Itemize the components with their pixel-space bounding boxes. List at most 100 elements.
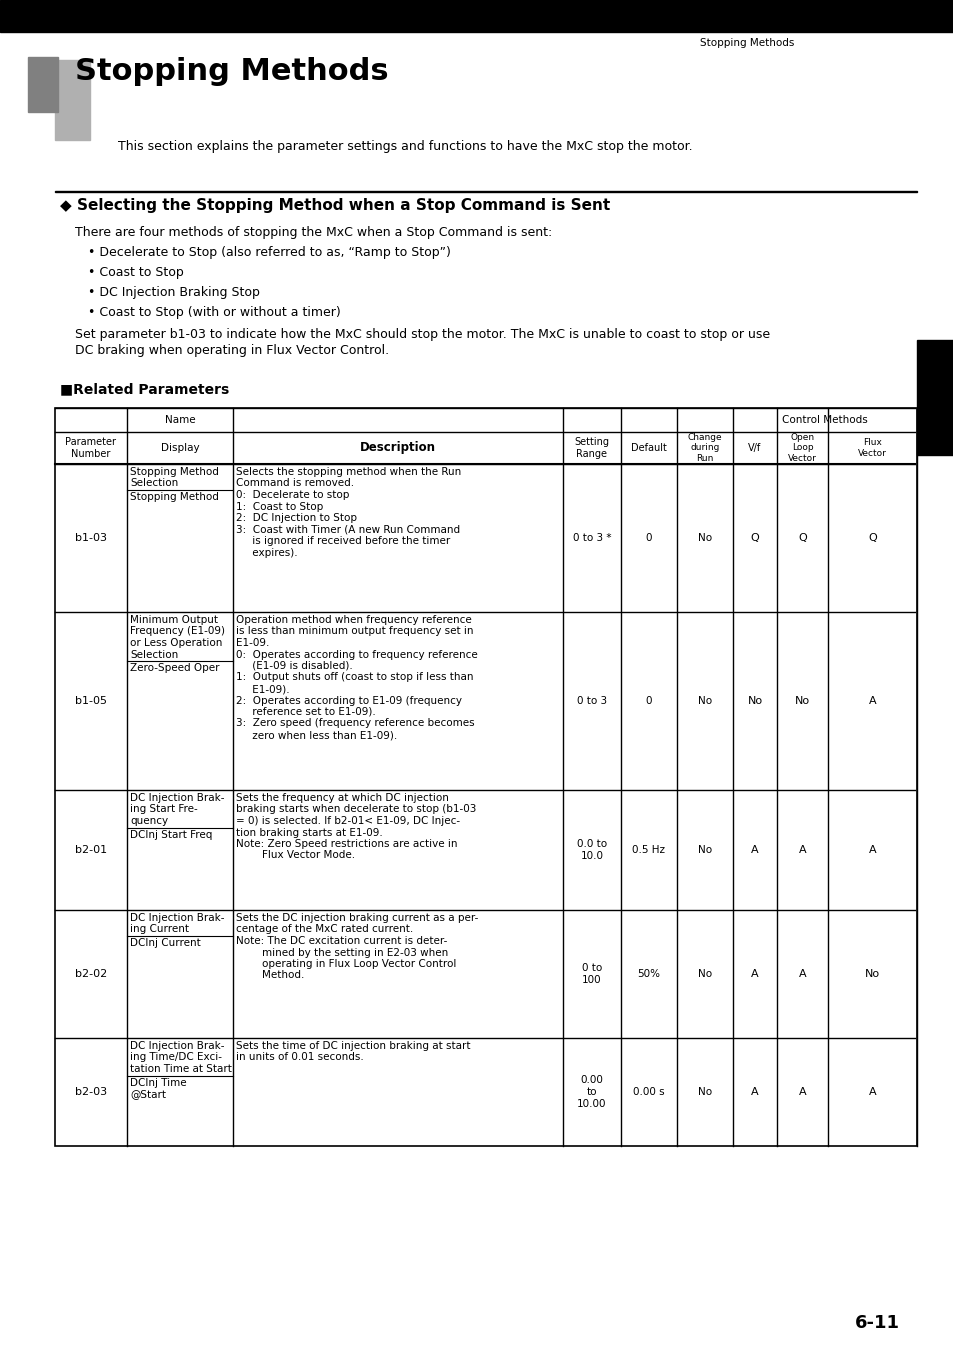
- Text: Description: Description: [359, 441, 436, 455]
- Text: Open
Loop
Vector: Open Loop Vector: [787, 433, 816, 463]
- Text: braking starts when decelerate to stop (b1-03: braking starts when decelerate to stop (…: [235, 805, 476, 814]
- Text: b2-01: b2-01: [75, 845, 107, 855]
- Text: E1-09.: E1-09.: [235, 639, 269, 648]
- Text: 0.00
to
10.00: 0.00 to 10.00: [577, 1076, 606, 1108]
- Text: mined by the setting in E2-03 when: mined by the setting in E2-03 when: [235, 948, 448, 957]
- Text: No: No: [864, 969, 879, 979]
- Text: zero when less than E1-09).: zero when less than E1-09).: [235, 730, 396, 740]
- Text: A: A: [798, 1087, 805, 1098]
- Text: Parameter
Number: Parameter Number: [66, 437, 116, 459]
- Text: reference set to E1-09).: reference set to E1-09).: [235, 707, 375, 717]
- Text: DCInj Time: DCInj Time: [130, 1077, 187, 1088]
- Text: Note: Zero Speed restrictions are active in: Note: Zero Speed restrictions are active…: [235, 838, 457, 849]
- Text: tation Time at Start: tation Time at Start: [130, 1064, 232, 1075]
- Bar: [55, 59, 90, 140]
- Bar: [0, 0, 953, 32]
- Text: b2-02: b2-02: [74, 969, 107, 979]
- Text: No: No: [698, 533, 711, 543]
- Text: 0.0 to
10.0: 0.0 to 10.0: [577, 840, 606, 861]
- Text: DCInj Current: DCInj Current: [130, 938, 200, 948]
- Text: 0: 0: [645, 533, 652, 543]
- Text: 1:  Output shuts off (coast to stop if less than: 1: Output shuts off (coast to stop if le…: [235, 672, 473, 683]
- Text: Sets the time of DC injection braking at start: Sets the time of DC injection braking at…: [235, 1041, 470, 1052]
- Text: tion braking starts at E1-09.: tion braking starts at E1-09.: [235, 828, 382, 837]
- Text: = 0) is selected. If b2-01< E1-09, DC Injec-: = 0) is selected. If b2-01< E1-09, DC In…: [235, 815, 459, 826]
- Text: 2:  DC Injection to Stop: 2: DC Injection to Stop: [235, 513, 356, 522]
- Text: No: No: [698, 1087, 711, 1098]
- Text: • Coast to Stop (with or without a timer): • Coast to Stop (with or without a timer…: [88, 306, 340, 319]
- Text: 3:  Coast with Timer (A new Run Command: 3: Coast with Timer (A new Run Command: [235, 525, 459, 535]
- Text: Stopping Methods: Stopping Methods: [75, 58, 388, 86]
- Text: DC Injection Brak-: DC Injection Brak-: [130, 913, 224, 923]
- Text: No: No: [746, 697, 761, 706]
- Text: or Less Operation: or Less Operation: [130, 639, 222, 648]
- Text: Command is removed.: Command is removed.: [235, 478, 354, 489]
- Text: 1:  Coast to Stop: 1: Coast to Stop: [235, 501, 323, 512]
- Text: Control Methods: Control Methods: [781, 414, 867, 425]
- Text: Stopping Methods: Stopping Methods: [700, 38, 794, 49]
- Text: operating in Flux Loop Vector Control: operating in Flux Loop Vector Control: [235, 958, 456, 969]
- Text: 0.00 s: 0.00 s: [633, 1087, 664, 1098]
- Text: 50%: 50%: [637, 969, 659, 979]
- Text: Zero-Speed Oper: Zero-Speed Oper: [130, 663, 219, 674]
- Text: Display: Display: [160, 443, 199, 454]
- Text: DC Injection Brak-: DC Injection Brak-: [130, 792, 224, 803]
- Text: 3:  Zero speed (frequency reference becomes: 3: Zero speed (frequency reference becom…: [235, 718, 475, 729]
- Bar: [916, 340, 953, 455]
- Text: Set parameter b1-03 to indicate how the MxC should stop the motor. The MxC is un: Set parameter b1-03 to indicate how the …: [75, 328, 769, 342]
- Text: No: No: [698, 969, 711, 979]
- Text: b1-03: b1-03: [75, 533, 107, 543]
- Text: No: No: [698, 845, 711, 855]
- Text: No: No: [698, 697, 711, 706]
- Text: quency: quency: [130, 815, 168, 826]
- Text: is ignored if received before the timer: is ignored if received before the timer: [235, 536, 450, 545]
- Text: A: A: [798, 969, 805, 979]
- Text: Selection: Selection: [130, 649, 178, 660]
- Text: in units of 0.01 seconds.: in units of 0.01 seconds.: [235, 1053, 363, 1062]
- Text: centage of the MxC rated current.: centage of the MxC rated current.: [235, 925, 413, 934]
- Text: This section explains the parameter settings and functions to have the MxC stop : This section explains the parameter sett…: [118, 140, 692, 153]
- Text: Frequency (E1-09): Frequency (E1-09): [130, 626, 225, 636]
- Text: 0 to 3 *: 0 to 3 *: [572, 533, 611, 543]
- Text: ing Start Fre-: ing Start Fre-: [130, 805, 197, 814]
- Text: Stopping Method: Stopping Method: [130, 491, 218, 502]
- Text: b1-05: b1-05: [75, 697, 107, 706]
- Text: A: A: [868, 845, 876, 855]
- Text: DCInj Start Freq: DCInj Start Freq: [130, 829, 213, 840]
- Text: • Coast to Stop: • Coast to Stop: [88, 266, 184, 279]
- Text: Q: Q: [798, 533, 806, 543]
- Text: Sets the DC injection braking current as a per-: Sets the DC injection braking current as…: [235, 913, 477, 923]
- Text: @Start: @Start: [130, 1089, 166, 1099]
- Text: 0.5 Hz: 0.5 Hz: [632, 845, 665, 855]
- Text: ◆ Selecting the Stopping Method when a Stop Command is Sent: ◆ Selecting the Stopping Method when a S…: [60, 198, 610, 213]
- Text: Selection: Selection: [130, 478, 178, 489]
- Text: V/f: V/f: [747, 443, 760, 454]
- Text: There are four methods of stopping the MxC when a Stop Command is sent:: There are four methods of stopping the M…: [75, 225, 552, 239]
- Text: 0:  Decelerate to stop: 0: Decelerate to stop: [235, 490, 349, 500]
- Text: Method.: Method.: [235, 971, 304, 980]
- Text: Name: Name: [165, 414, 195, 425]
- Text: expires).: expires).: [235, 548, 297, 558]
- Text: 0 to
100: 0 to 100: [581, 963, 601, 984]
- Text: Selects the stopping method when the Run: Selects the stopping method when the Run: [235, 467, 460, 477]
- Text: 0:  Operates according to frequency reference: 0: Operates according to frequency refer…: [235, 649, 477, 660]
- Text: A: A: [750, 969, 758, 979]
- Text: ■Related Parameters: ■Related Parameters: [60, 382, 229, 396]
- Text: Default: Default: [630, 443, 666, 454]
- Text: • DC Injection Braking Stop: • DC Injection Braking Stop: [88, 286, 259, 298]
- Text: Q: Q: [867, 533, 876, 543]
- Text: Sets the frequency at which DC injection: Sets the frequency at which DC injection: [235, 792, 449, 803]
- Text: 2:  Operates according to E1-09 (frequency: 2: Operates according to E1-09 (frequenc…: [235, 695, 461, 706]
- Text: A: A: [868, 1087, 876, 1098]
- Bar: [28, 57, 58, 112]
- Text: b2-03: b2-03: [75, 1087, 107, 1098]
- Text: A: A: [750, 1087, 758, 1098]
- Text: ing Current: ing Current: [130, 925, 189, 934]
- Text: is less than minimum output frequency set in: is less than minimum output frequency se…: [235, 626, 473, 636]
- Text: Change
during
Run: Change during Run: [687, 433, 721, 463]
- Text: Flux Vector Mode.: Flux Vector Mode.: [235, 850, 355, 860]
- Text: A: A: [798, 845, 805, 855]
- Text: A: A: [750, 845, 758, 855]
- Text: 0 to 3: 0 to 3: [577, 697, 606, 706]
- Text: (E1-09 is disabled).: (E1-09 is disabled).: [235, 662, 353, 671]
